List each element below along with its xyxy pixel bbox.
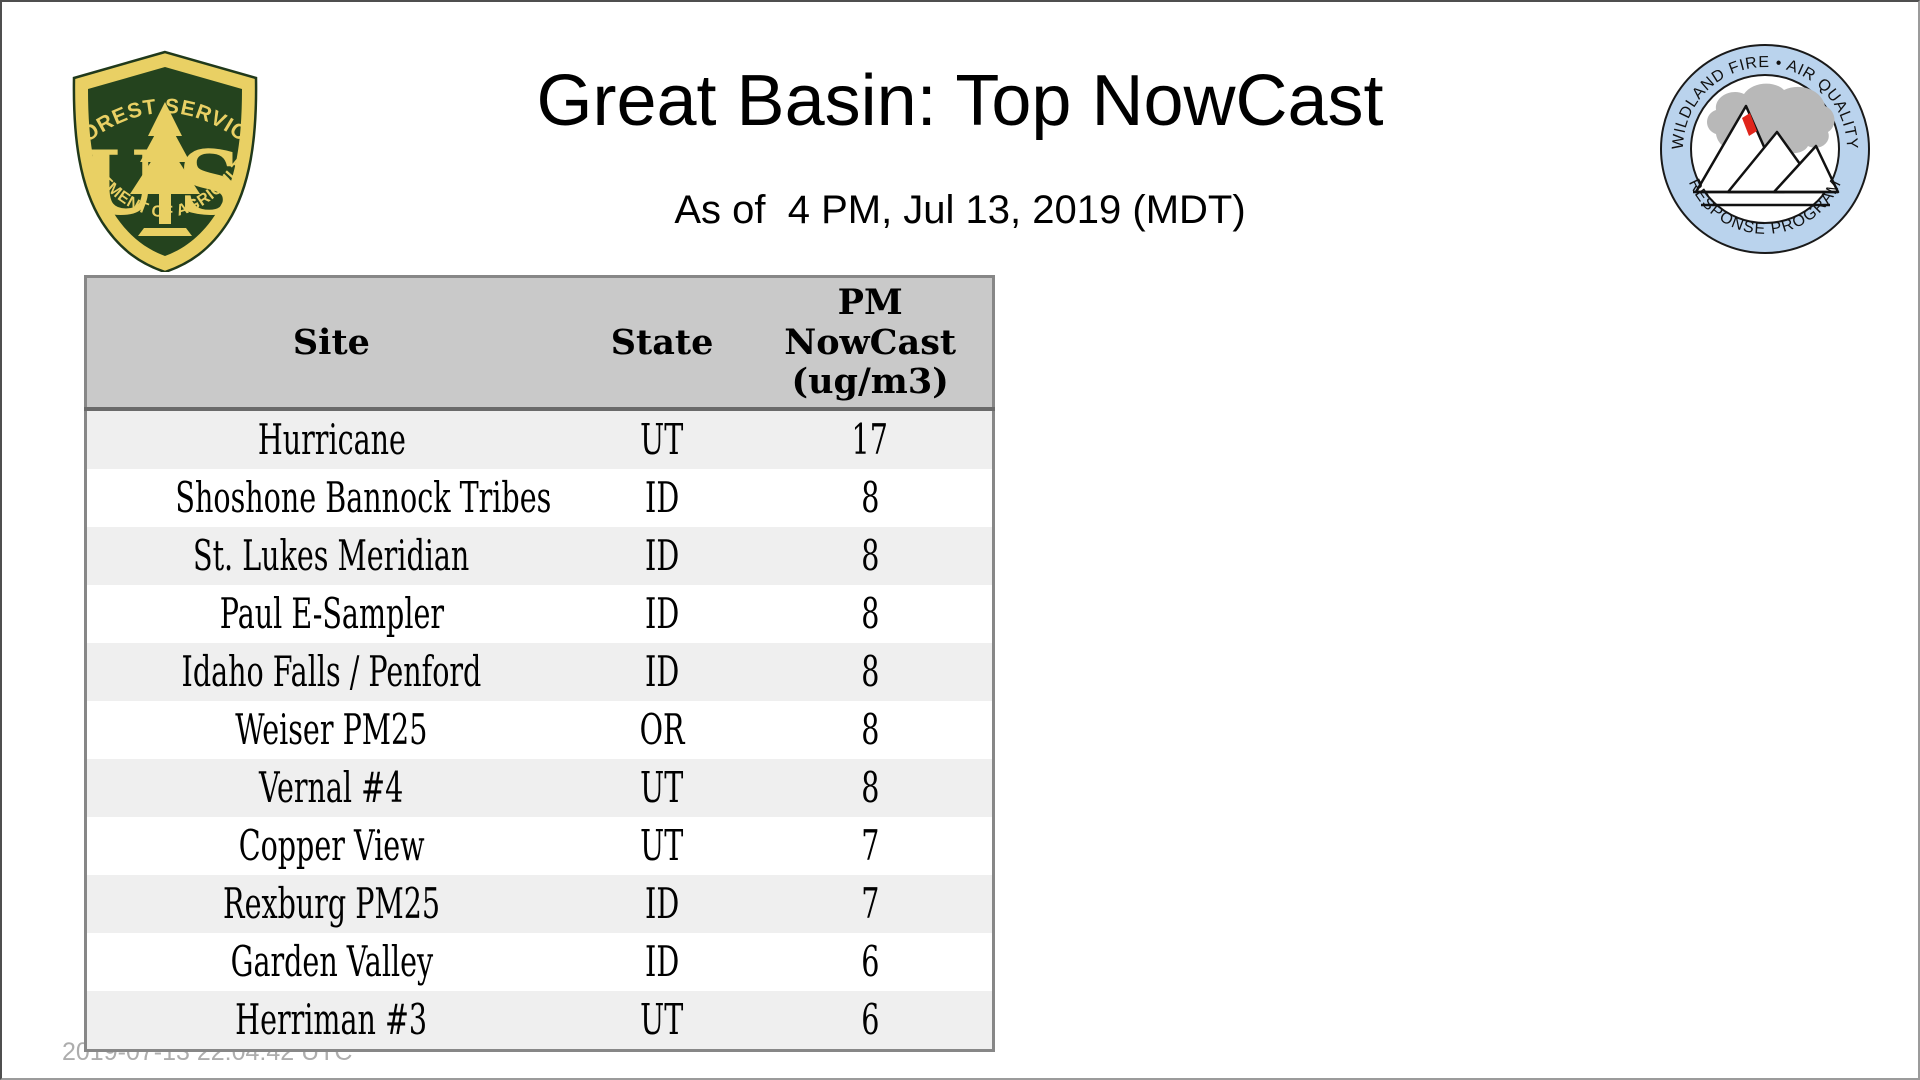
table-header-row: Site State PM NowCast (ug/m3) (85, 276, 994, 411)
table-row: Vernal #4 UT 8 (85, 758, 994, 817)
state-cell: OR (576, 701, 749, 759)
site-cell: Paul E-Sampler (86, 585, 576, 643)
table-row: Herriman #3 UT 6 (85, 990, 994, 1051)
col-header-site-label: Site (292, 321, 370, 363)
state-cell: UT (576, 991, 749, 1051)
pm-cell: 6 (748, 991, 993, 1051)
state-cell: UT (576, 759, 749, 817)
site-value: Weiser PM25 (235, 705, 428, 754)
pm-cell: 8 (748, 527, 993, 585)
site-cell: Vernal #4 (86, 759, 576, 817)
state-cell: UT (576, 817, 749, 875)
flame-marker-icon (1742, 113, 1757, 136)
pm-value: 8 (861, 589, 880, 638)
site-value: Vernal #4 (259, 763, 404, 812)
pm-value: 17 (851, 415, 889, 464)
site-value: Hurricane (257, 415, 406, 464)
site-value: St. Lukes Meridian (193, 531, 470, 580)
col-header-site: Site (85, 276, 576, 411)
pm-cell: 7 (748, 875, 993, 933)
state-value: OR (639, 705, 685, 754)
site-cell: Shoshone Bannock Tribes (86, 469, 576, 527)
pm-cell: 8 (748, 585, 993, 643)
site-cell: Garden Valley (86, 933, 576, 991)
pm-value: 7 (861, 821, 880, 870)
state-value: UT (640, 821, 684, 870)
usfs-pine-tree-icon (130, 102, 200, 236)
table-row: Paul E-Sampler ID 8 (85, 584, 994, 643)
state-value: ID (644, 879, 680, 928)
col-header-state-label: State (610, 321, 714, 363)
pm-value: 8 (861, 705, 880, 754)
state-cell: ID (576, 527, 749, 585)
table-row: Idaho Falls / Penford ID 8 (85, 642, 994, 701)
site-value: Copper View (238, 821, 425, 870)
state-value: UT (640, 763, 684, 812)
pm-cell: 17 (748, 409, 993, 469)
site-value: Garden Valley (230, 937, 433, 986)
site-cell: Weiser PM25 (86, 701, 576, 759)
state-value: ID (644, 531, 680, 580)
table-row: Hurricane UT 17 (85, 408, 994, 469)
pm-cell: 8 (748, 701, 993, 759)
state-cell: ID (576, 643, 749, 701)
table-row: Garden Valley ID 6 (85, 932, 994, 991)
pm-cell: 8 (748, 759, 993, 817)
state-cell: ID (576, 585, 749, 643)
pm-value: 6 (861, 937, 880, 986)
state-value: ID (644, 589, 680, 638)
site-cell: Hurricane (86, 409, 576, 469)
site-value: Rexburg PM25 (222, 879, 440, 928)
state-cell: UT (576, 409, 749, 469)
pm-cell: 6 (748, 933, 993, 991)
state-value: ID (644, 473, 680, 522)
mountains-icon (1693, 104, 1840, 207)
state-value: UT (640, 415, 684, 464)
col-header-pm-line2: NowCast (784, 321, 957, 363)
site-cell: St. Lukes Meridian (86, 527, 576, 585)
page-title: Great Basin: Top NowCast (536, 61, 1384, 141)
state-value: ID (644, 647, 680, 696)
pm-value: 8 (861, 647, 880, 696)
pm-value: 8 (861, 531, 880, 580)
col-header-pm-line1: PM (837, 282, 903, 324)
site-value: Herriman #3 (235, 995, 428, 1044)
pm-value: 7 (861, 879, 880, 928)
usfs-logo: FOREST SERVICE U S DEPARTMENT OF AGRICUL… (58, 46, 258, 272)
state-cell: ID (576, 469, 749, 527)
col-header-state: State (575, 276, 749, 411)
state-cell: ID (576, 875, 749, 933)
site-value: Shoshone Bannock Tribes (175, 473, 552, 522)
site-value: Idaho Falls / Penford (181, 647, 482, 696)
table-row: Shoshone Bannock Tribes ID 8 (85, 468, 994, 527)
pm-value: 6 (861, 995, 880, 1044)
pm-value: 8 (861, 473, 880, 522)
pm-cell: 8 (748, 643, 993, 701)
wfaqrp-logo: WILDLAND FIRE • AIR QUALITY RESPONSE PRO… (1660, 44, 1870, 254)
pm-value: 8 (861, 763, 880, 812)
nowcast-table: Site State PM NowCast (ug/m3) Hurricane … (84, 275, 995, 1052)
generated-timestamp: 2019-07-13 22:04:42 UTC (62, 1038, 353, 1066)
site-value: Paul E-Sampler (219, 589, 444, 638)
site-cell: Rexburg PM25 (86, 875, 576, 933)
state-cell: ID (576, 933, 749, 991)
state-value: ID (644, 937, 680, 986)
state-value: UT (640, 995, 684, 1044)
table-row: St. Lukes Meridian ID 8 (85, 526, 994, 585)
site-cell: Herriman #3 (86, 991, 576, 1051)
table-row: Weiser PM25 OR 8 (85, 700, 994, 759)
page-subtitle: As of 4 PM, Jul 13, 2019 (MDT) (674, 188, 1246, 232)
table-row: Copper View UT 7 (85, 816, 994, 875)
col-header-pm-nowcast: PM NowCast (ug/m3) (748, 276, 994, 411)
pm-cell: 7 (748, 817, 993, 875)
site-cell: Copper View (86, 817, 576, 875)
pm-cell: 8 (748, 469, 993, 527)
site-cell: Idaho Falls / Penford (86, 643, 576, 701)
col-header-pm-line3: (ug/m3) (791, 360, 949, 402)
table-row: Rexburg PM25 ID 7 (85, 874, 994, 933)
